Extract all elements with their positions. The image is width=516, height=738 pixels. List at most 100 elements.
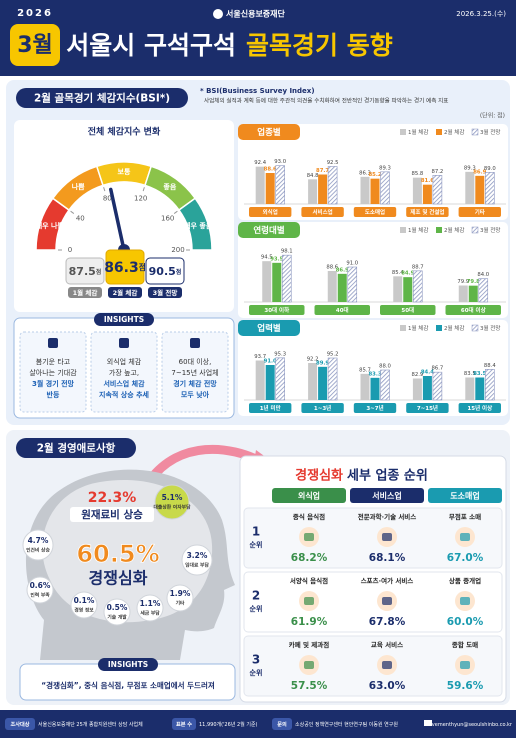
- insight-icon: [119, 338, 129, 348]
- bar: [327, 166, 338, 205]
- industry-name: 교육 서비스: [371, 640, 403, 649]
- gauge-value-box: [65, 257, 105, 285]
- industry-icon-inner: [382, 661, 392, 669]
- insight-line: 가장 높고,: [109, 368, 139, 377]
- insight-line: 반등: [47, 390, 60, 399]
- section-title: 2월 골목경기 체감지수(BSI*): [34, 92, 170, 105]
- column-header: [350, 488, 424, 503]
- bar-value-label: 88.0: [379, 364, 391, 370]
- bubble-value: 0.1%: [74, 596, 95, 605]
- bar-value-label: 88.7: [412, 264, 424, 270]
- bubble: [166, 584, 194, 612]
- bar: [475, 175, 485, 204]
- bubble-label: 세금 부담: [140, 610, 160, 617]
- gauge-value-box: [105, 249, 145, 285]
- industry-icon-inner: [304, 597, 314, 605]
- bar-value-label: 95.2: [327, 352, 339, 358]
- bar: [465, 377, 475, 400]
- bar-value-label: 84.9: [401, 271, 414, 277]
- chart-tab: [238, 124, 300, 140]
- bar: [432, 175, 443, 205]
- bubble-value: 22.3%: [88, 490, 137, 506]
- chart-title: 업력별: [257, 323, 281, 334]
- gauge-tick: [70, 210, 75, 214]
- industry-name: 상품 중개업: [449, 576, 481, 585]
- bubble: [136, 594, 164, 622]
- insight-line: 외식업 체감: [107, 357, 142, 366]
- category-label: 30대 이하: [264, 306, 290, 314]
- footer-label-pill: [5, 718, 35, 730]
- footer-label: 문의: [277, 720, 287, 728]
- bubble-label: 경영 정보: [74, 607, 94, 614]
- bar-value-label: 89.9: [316, 360, 329, 366]
- bar-value-label: 85.4: [392, 270, 404, 276]
- gauge-zone-label: 매우 좋음: [184, 221, 213, 230]
- bar-value-label: 92.2: [307, 357, 319, 363]
- industry-icon-inner: [304, 533, 314, 541]
- bar-value-label: 94.5: [261, 255, 273, 261]
- bubble: [181, 544, 213, 576]
- legend-swatch: [471, 226, 479, 234]
- industry-value: 68.1%: [369, 552, 406, 564]
- rank-suffix: 순위: [250, 540, 263, 549]
- category-pill: [249, 207, 292, 217]
- insight-title: INSIGHTS: [108, 660, 148, 669]
- bar-value-label: 83.3: [368, 371, 381, 377]
- category-pill: [353, 207, 397, 217]
- bar: [370, 178, 380, 204]
- bubble-label: 대출상환 이자부담: [154, 504, 192, 511]
- bar-value-label: 82.9: [412, 372, 424, 378]
- category-pill: [406, 403, 449, 413]
- industry-icon-inner: [460, 661, 470, 669]
- bar: [458, 285, 468, 302]
- category-pill: [301, 207, 344, 217]
- legend-label: 2월 체감: [444, 226, 464, 234]
- bar: [272, 262, 282, 302]
- bubble-value: 5.1%: [162, 493, 183, 502]
- gauge-tick: [173, 210, 178, 214]
- bar: [484, 369, 495, 401]
- bar: [412, 378, 422, 400]
- bar: [308, 179, 318, 204]
- gauge-value-unit: 점: [176, 268, 182, 276]
- gauge-value-number: 86.3: [104, 260, 139, 276]
- bar-value-label: 86.7: [432, 366, 444, 372]
- bar-value-label: 84.8: [307, 173, 319, 179]
- rank-suffix: 순위: [250, 604, 263, 613]
- gauge-tick-label: 200: [171, 246, 184, 254]
- gauge-zone-label: 보통: [118, 167, 131, 176]
- bar-value-label: 89.3: [379, 165, 391, 171]
- legend-label: 3월 전망: [480, 128, 500, 136]
- bar-value-label: 89.3: [464, 165, 476, 171]
- bar-value-label: 98.1: [281, 249, 293, 255]
- category-pill: [314, 305, 370, 315]
- chart-panel: [238, 222, 508, 318]
- legend-swatch: [400, 129, 406, 135]
- bubble-value: 60.5%: [76, 540, 159, 568]
- bar-value-label: 93.7: [254, 354, 266, 360]
- bar-value-label: 88.6: [264, 167, 277, 173]
- category-label: 3~7년: [366, 404, 383, 412]
- bar-value-label: 86.9: [336, 267, 349, 273]
- month: 3월: [17, 33, 53, 58]
- industry-name: 종합 도매: [452, 640, 478, 649]
- category-label: 40대: [336, 306, 349, 314]
- gauge-label-pill: [68, 287, 102, 298]
- logo: [213, 9, 223, 19]
- bar-value-label: 86.3: [359, 170, 371, 176]
- gauge-tick-label: 80: [103, 195, 112, 203]
- industry-name: 무점포 소매: [449, 512, 481, 521]
- industry-value: 67.8%: [369, 616, 406, 628]
- bar-value-label: 88.6: [326, 265, 338, 271]
- bar-value-label: 92.5: [327, 160, 339, 166]
- category-label: 외식업: [263, 208, 278, 216]
- category-pill: [249, 403, 292, 413]
- bar: [412, 270, 423, 303]
- legend-swatch: [400, 325, 406, 331]
- insight-text: “경쟁심화”, 중식 음식점, 무점포 소매업에서 두드러져: [41, 680, 215, 690]
- bar-value-label: 85.2: [368, 172, 381, 178]
- category-label: 15년 이상: [467, 404, 492, 412]
- gauge-value-number: 87.5: [69, 265, 96, 278]
- note: 사업체의 실적과 계획 등에 대한 주관적 의견을 수치화하여 전반적인 경기동…: [204, 97, 448, 105]
- insight-line: 모두 낮아: [181, 390, 210, 399]
